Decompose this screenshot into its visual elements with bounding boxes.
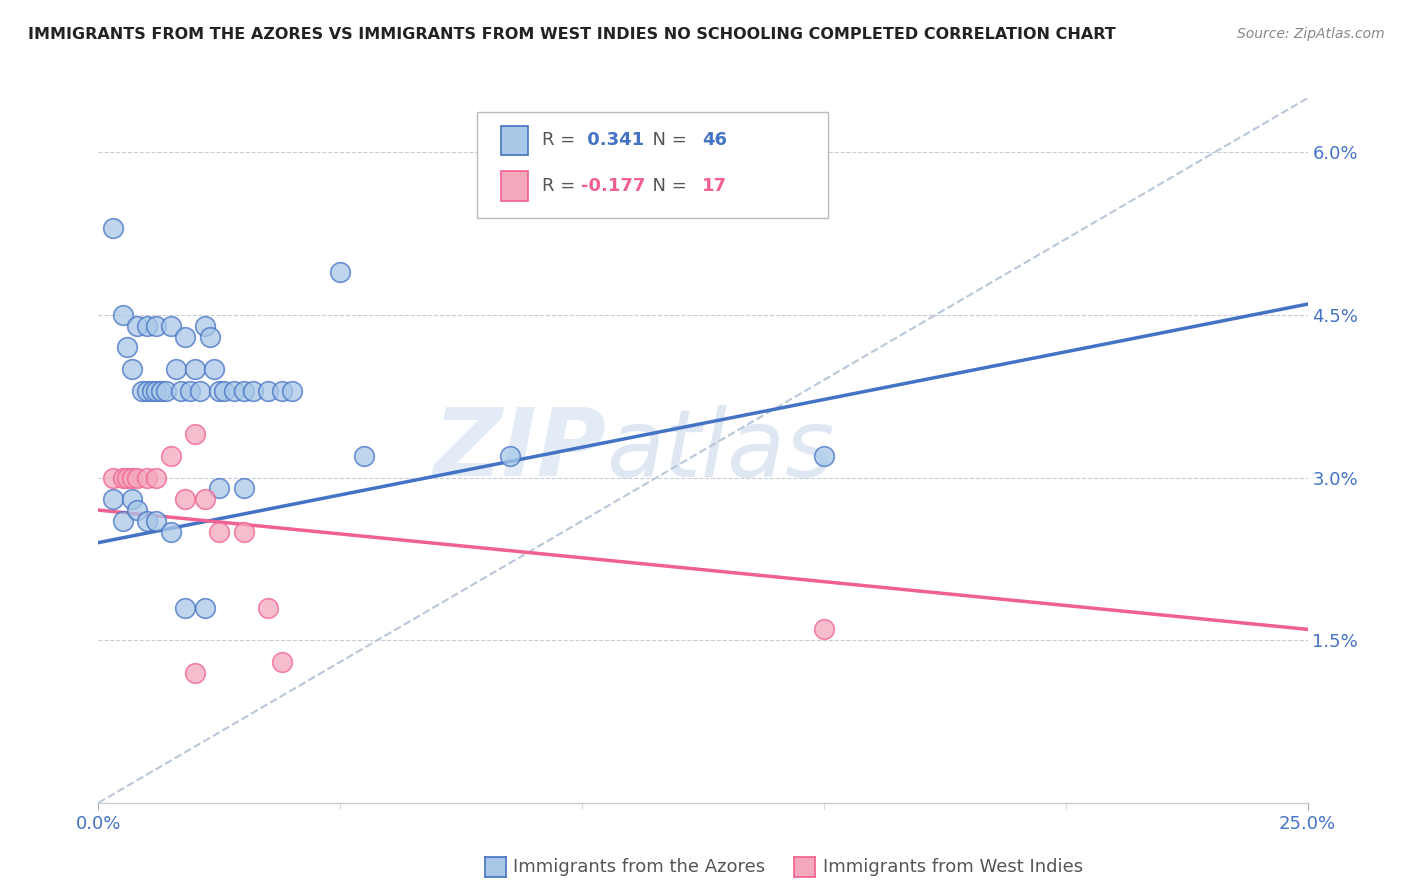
Text: R =: R = — [543, 178, 581, 195]
Point — [160, 524, 183, 539]
Point — [813, 623, 835, 637]
Point — [145, 470, 167, 484]
Point — [135, 470, 157, 484]
Point — [101, 221, 124, 235]
Point — [212, 384, 235, 398]
Point — [155, 384, 177, 398]
Point — [141, 384, 163, 398]
Point — [135, 384, 157, 398]
Point — [111, 470, 134, 484]
Point — [145, 384, 167, 398]
Point — [204, 362, 226, 376]
Text: Source: ZipAtlas.com: Source: ZipAtlas.com — [1237, 27, 1385, 41]
Text: ZIP: ZIP — [433, 404, 606, 497]
Point — [194, 318, 217, 333]
Point — [194, 600, 217, 615]
Text: 0.341: 0.341 — [581, 131, 644, 149]
Point — [242, 384, 264, 398]
Text: Immigrants from West Indies: Immigrants from West Indies — [823, 858, 1083, 876]
Point — [179, 384, 201, 398]
Text: 46: 46 — [702, 131, 727, 149]
Point — [813, 449, 835, 463]
Point — [353, 449, 375, 463]
Point — [222, 384, 245, 398]
Point — [145, 318, 167, 333]
Bar — [501, 126, 527, 155]
Text: N =: N = — [641, 178, 693, 195]
Point — [208, 384, 231, 398]
Point — [165, 362, 187, 376]
Text: N =: N = — [641, 131, 693, 149]
Point — [271, 384, 294, 398]
Point — [150, 384, 173, 398]
Point — [145, 514, 167, 528]
Point — [121, 470, 143, 484]
Point — [117, 341, 139, 355]
Text: R =: R = — [543, 131, 581, 149]
Point — [184, 362, 207, 376]
Point — [160, 318, 183, 333]
Point — [194, 492, 217, 507]
Point — [117, 470, 139, 484]
Point — [232, 482, 254, 496]
Point — [329, 264, 352, 278]
Point — [174, 600, 197, 615]
Point — [498, 449, 520, 463]
Point — [232, 384, 254, 398]
Point — [111, 514, 134, 528]
Point — [127, 503, 149, 517]
Point — [127, 318, 149, 333]
Point — [135, 514, 157, 528]
Point — [174, 329, 197, 343]
FancyBboxPatch shape — [477, 112, 828, 218]
Bar — [501, 171, 527, 201]
Text: -0.177: -0.177 — [581, 178, 645, 195]
Point — [184, 665, 207, 680]
Text: 17: 17 — [702, 178, 727, 195]
Text: atlas: atlas — [606, 405, 835, 496]
Point — [160, 449, 183, 463]
Point — [101, 492, 124, 507]
Point — [256, 384, 278, 398]
Point — [208, 524, 231, 539]
Point — [184, 427, 207, 442]
Point — [271, 655, 294, 669]
Point — [121, 362, 143, 376]
Point — [208, 482, 231, 496]
Point — [101, 470, 124, 484]
Point — [127, 470, 149, 484]
Point — [131, 384, 153, 398]
Point — [256, 600, 278, 615]
Text: IMMIGRANTS FROM THE AZORES VS IMMIGRANTS FROM WEST INDIES NO SCHOOLING COMPLETED: IMMIGRANTS FROM THE AZORES VS IMMIGRANTS… — [28, 27, 1116, 42]
Point — [281, 384, 304, 398]
Point — [188, 384, 211, 398]
Point — [198, 329, 221, 343]
Point — [121, 492, 143, 507]
Point — [232, 524, 254, 539]
Text: Immigrants from the Azores: Immigrants from the Azores — [513, 858, 765, 876]
Point — [111, 308, 134, 322]
Point — [169, 384, 191, 398]
Point — [174, 492, 197, 507]
Point — [135, 318, 157, 333]
